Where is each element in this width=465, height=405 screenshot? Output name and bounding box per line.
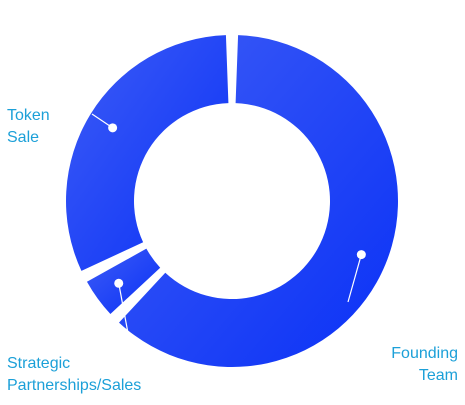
leader-dot: [356, 250, 366, 260]
leader-lines: [91, 113, 366, 345]
label-token-sale: Token Sale: [7, 107, 50, 146]
label-founding-team: Founding Team: [391, 345, 458, 384]
leader-line: [118, 283, 131, 345]
donut-segment: [119, 35, 398, 367]
donut-segment: [86, 248, 161, 314]
leader-dot: [114, 278, 124, 288]
leader-dot: [108, 123, 118, 133]
label-strategic-partnerships: Strategic Partnerships/Sales: [7, 355, 142, 394]
donut-segment: [66, 35, 229, 271]
leader-line: [347, 254, 362, 303]
donut-segments: [66, 35, 398, 367]
